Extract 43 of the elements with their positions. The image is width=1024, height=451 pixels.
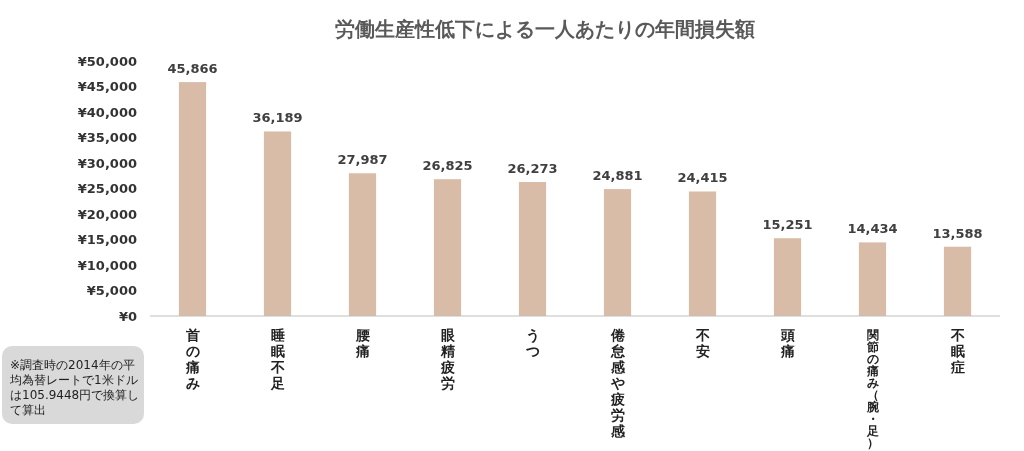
y-tick-label: ¥30,000 [77,155,137,171]
bar [178,82,207,316]
data-label: 27,987 [337,152,388,168]
bar [518,182,547,316]
data-label: 36,189 [252,110,303,126]
y-tick-label: ¥50,000 [77,53,137,69]
data-label: 26,273 [507,161,558,177]
bar [688,191,717,316]
bar [603,189,632,316]
data-label: 26,825 [422,158,473,174]
x-tick-label: うつ [524,327,540,360]
y-tick-label: ¥35,000 [77,130,137,146]
data-label: 15,251 [762,217,813,233]
bar [773,238,802,316]
x-tick-label: 睡眠不足 [269,327,285,392]
y-tick-label: ¥20,000 [77,206,137,222]
bar [348,173,377,316]
x-tick-label: 倦怠感や疲労感 [609,327,626,440]
data-label: 45,866 [167,61,218,77]
x-tick-label: 不眠症 [949,327,965,376]
y-tick-label: ¥45,000 [77,79,137,95]
bar [263,131,292,316]
bar [858,242,887,316]
data-label: 24,881 [592,168,643,184]
x-tick-label: 不安 [694,327,710,360]
y-tick-label: ¥25,000 [77,181,137,197]
bar [433,179,462,316]
x-tick-label: 首の痛み [184,327,200,392]
x-tick-label: 頭痛 [779,327,795,360]
bar [943,246,972,316]
y-tick-label: ¥5,000 [86,283,137,299]
y-tick-label: ¥40,000 [77,104,137,120]
chart-title: 労働生産性低下による一人あたりの年間損失額 [335,17,755,41]
y-tick-label: ¥10,000 [77,257,137,273]
category-label: 関節の痛み（腕・足） [866,327,879,450]
data-label: 14,434 [847,221,898,237]
y-tick-label: ¥15,000 [77,232,137,248]
x-tick-label: 眼精疲労 [439,327,456,392]
data-label: 13,588 [932,225,983,241]
text: ※調査時の2014年の平均為替レートで1米ドルは105.9448円で換算して算出 [2,346,144,424]
y-tick-label: ¥0 [118,308,137,324]
x-tick-label: 腰痛 [354,327,370,360]
data-label: 24,415 [677,170,728,186]
